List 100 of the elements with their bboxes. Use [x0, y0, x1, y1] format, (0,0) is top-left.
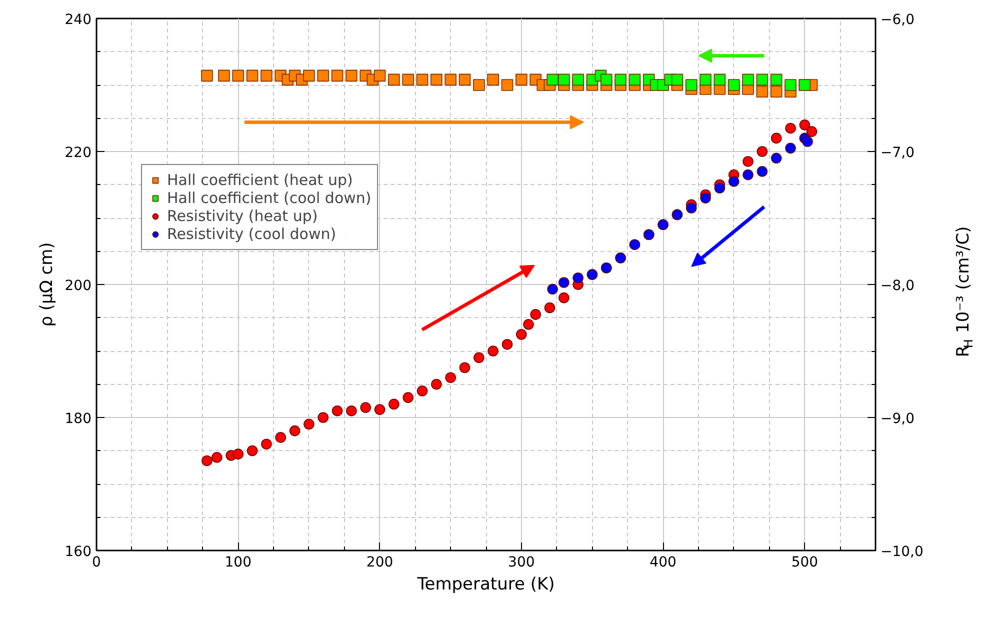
point — [459, 362, 470, 374]
y-tick-label: 160 — [64, 544, 92, 560]
point — [742, 169, 754, 180]
point — [444, 74, 456, 86]
point — [714, 182, 726, 194]
point — [544, 302, 556, 314]
point — [628, 74, 641, 86]
point — [530, 309, 541, 320]
point — [431, 378, 442, 390]
point — [246, 445, 258, 456]
point — [416, 74, 428, 86]
point — [728, 79, 740, 91]
x-tick-label: 0 — [92, 554, 101, 570]
point — [770, 86, 782, 98]
point — [416, 386, 428, 396]
point — [402, 74, 414, 86]
point — [360, 402, 372, 413]
point — [402, 392, 414, 403]
x-tick-label: 200 — [366, 554, 394, 570]
point — [388, 398, 400, 410]
point — [516, 328, 527, 340]
point — [770, 132, 782, 144]
point — [232, 448, 244, 460]
point — [806, 126, 818, 137]
point — [785, 122, 796, 134]
point — [686, 202, 697, 214]
point — [558, 74, 570, 86]
point — [331, 70, 344, 82]
point — [516, 74, 528, 86]
point — [770, 152, 782, 164]
y2-tick-label: −7,0 — [880, 145, 914, 161]
point — [802, 136, 813, 147]
point — [473, 79, 485, 91]
point — [501, 79, 514, 91]
point — [700, 192, 711, 204]
point — [572, 272, 584, 284]
point — [445, 372, 456, 383]
point — [756, 166, 768, 177]
point — [303, 70, 315, 82]
y2-tick-label: −6,0 — [880, 12, 914, 28]
y-axis-title: ρ (µΩ cm) — [36, 242, 57, 327]
point — [346, 70, 358, 82]
point — [388, 74, 400, 86]
point — [232, 70, 244, 82]
point — [784, 79, 796, 91]
legend-label: Resistivity (cool down) — [167, 225, 336, 243]
y2-tick-label: −9,0 — [880, 411, 914, 427]
point — [700, 74, 712, 86]
point — [558, 292, 570, 304]
legend-label: Hall coefficient (cool down) — [167, 189, 372, 207]
point — [430, 74, 442, 86]
point — [742, 156, 754, 167]
x-tick-label: 300 — [508, 554, 535, 570]
y2-tick-label: −10,0 — [880, 544, 924, 560]
point — [671, 74, 684, 86]
point — [261, 438, 272, 450]
point — [685, 79, 698, 91]
point — [211, 452, 222, 463]
point — [785, 142, 796, 154]
point — [502, 338, 513, 350]
point — [317, 70, 330, 82]
point — [572, 74, 584, 86]
point — [799, 120, 810, 130]
point — [756, 86, 768, 98]
point — [304, 418, 314, 430]
legend-label: Hall coefficient (heat up) — [167, 171, 353, 189]
x-tick-label: 100 — [224, 554, 252, 570]
point — [260, 70, 272, 82]
y2-axis-title: RH 10⁻³ (cm³/C) — [954, 226, 976, 358]
y-tick-label: 200 — [64, 278, 92, 294]
x-axis-title: Temperature (K) — [416, 574, 555, 594]
point — [318, 412, 329, 423]
point — [728, 176, 740, 187]
point — [346, 405, 357, 416]
point — [614, 74, 626, 86]
point — [474, 352, 484, 364]
point — [714, 74, 726, 86]
point — [547, 284, 558, 295]
point — [600, 74, 612, 86]
point — [201, 70, 213, 82]
point — [756, 146, 768, 157]
point — [202, 455, 212, 466]
point — [558, 277, 570, 288]
point — [523, 319, 534, 330]
point — [218, 70, 230, 82]
point — [458, 74, 471, 86]
y-tick-label: 240 — [64, 12, 92, 28]
y-tick-label: 220 — [64, 145, 92, 161]
x-tick-label: 400 — [650, 554, 676, 570]
point — [756, 74, 768, 86]
point — [488, 346, 498, 356]
point — [487, 74, 499, 86]
y2-tick-label: −8,0 — [880, 278, 914, 294]
point — [246, 70, 258, 82]
point — [289, 425, 300, 436]
point — [546, 74, 558, 86]
point — [275, 432, 286, 443]
point — [332, 405, 343, 416]
x-tick-label: 500 — [791, 554, 818, 570]
point — [770, 74, 782, 86]
